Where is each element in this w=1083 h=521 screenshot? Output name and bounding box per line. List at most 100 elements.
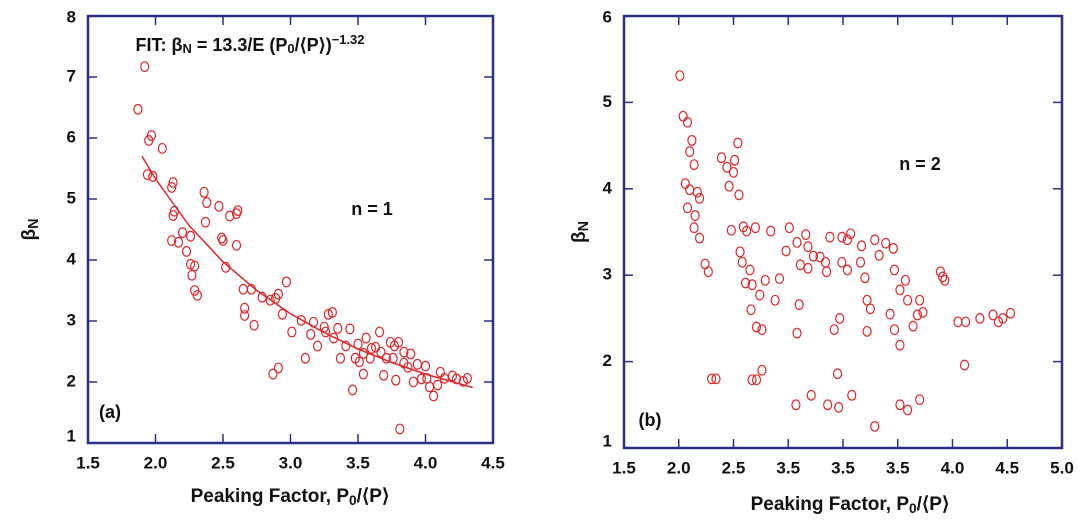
data-point [757,324,767,336]
data-point [733,137,743,149]
x-tick-label: 3.0 [279,453,303,472]
panel-label: (b) [639,410,662,430]
data-point [685,146,695,158]
data-point [832,368,843,380]
data-point [300,352,310,364]
data-point [306,329,316,340]
x-tick-label: 4.5 [481,453,505,472]
x-tick-label: 2.0 [667,458,691,477]
label-part: −1.32 [332,32,365,47]
data-point [388,352,398,364]
data-point [1005,307,1016,319]
data-point [729,154,740,166]
data-point [391,374,401,386]
data-point [703,266,713,278]
fit-label: FIT: βN = 13.3/E (P0/⟨P⟩)−1.32 [136,32,365,57]
data-point [451,373,462,385]
data-point [998,313,1008,324]
data-point [381,352,391,364]
x-tick-label: 4.5 [995,458,1019,477]
data-point [365,352,375,364]
data-point [940,274,950,286]
y-axis-label: βN [569,221,592,243]
data-point [820,256,831,268]
data-point [177,227,188,238]
data-point [770,294,780,306]
data-point [412,358,422,370]
data-point [846,228,856,240]
data-point [202,197,212,209]
data-point [860,272,870,284]
data-point [750,222,761,234]
data-point [233,205,243,216]
data-point [857,240,867,252]
data-point [795,259,805,271]
data-point [815,251,825,263]
y-tick-label: 5 [603,92,612,111]
data-point [366,343,377,354]
y-tick-label: 7 [67,66,76,85]
x-tick-label: 4.0 [941,458,965,477]
data-point [821,266,832,278]
label-part: = 13.3/E (P [192,35,288,55]
data-point [825,231,835,243]
data-point [716,152,727,164]
data-point [694,232,705,244]
data-point [406,348,416,360]
data-point [312,340,323,352]
data-point [803,262,813,274]
data-point [416,373,427,385]
y-tick-label: 2 [603,351,612,370]
data-point [734,189,744,201]
data-point [742,225,752,237]
data-point [692,186,702,198]
data-point [823,399,833,411]
data-point [354,356,364,368]
x-tick-label: 4.0 [414,453,438,472]
label-part: FIT: β [136,35,183,55]
data-point [142,169,152,181]
data-point [801,229,811,240]
data-point [837,256,847,268]
data-point [277,308,287,320]
data-point [751,321,762,333]
data-point [273,288,283,300]
data-point [870,421,880,432]
data-point [855,256,866,268]
data-point [424,381,435,393]
y-tick-label: 1 [603,431,612,450]
data-point [225,210,235,222]
label-part: /⟨P⟩ [357,486,390,507]
x-axis-label: Peaking Factor, P0/⟨P⟩ [751,494,950,516]
data-point [784,222,794,234]
data-point [912,309,923,321]
x-tick-label: 3.5 [346,453,370,472]
data-point [157,142,167,154]
label-part: Peaking Factor, P [191,486,350,507]
data-point [728,166,739,178]
data-point [167,182,177,193]
y-tick-label: 5 [67,188,76,207]
data-point [751,374,762,386]
data-point [724,180,734,192]
data-point [808,250,819,262]
data-point [903,404,913,416]
data-point [435,366,445,378]
data-point [915,294,925,306]
label-part: β [19,229,40,241]
label-part: Peaking Factor, P [751,494,910,515]
data-point [148,171,158,182]
data-point [757,364,767,376]
data-point [711,373,721,385]
data-point [737,256,747,268]
data-point [953,316,963,328]
data-point [221,261,231,273]
data-point [689,222,699,234]
label-part: 0 [349,493,357,508]
y-tick-label: 3 [603,265,612,284]
data-point [881,237,891,249]
data-point [186,258,196,270]
data-point [379,369,389,381]
